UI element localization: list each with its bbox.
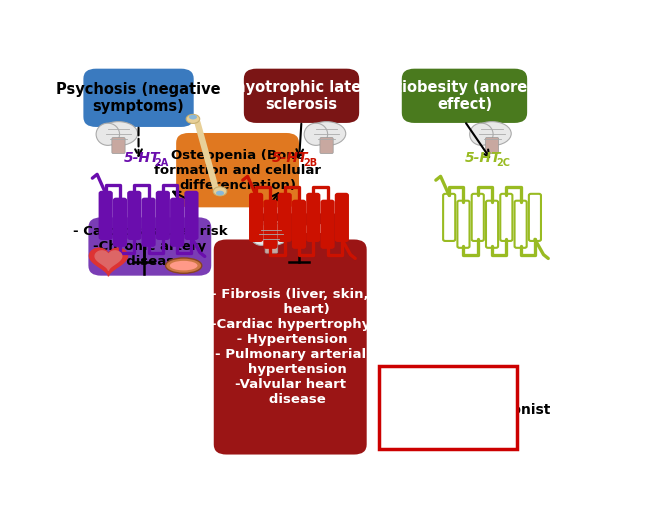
Text: Amyotrophic lateral
sclerosis: Amyotrophic lateral sclerosis [219, 79, 384, 112]
Ellipse shape [96, 123, 120, 145]
FancyBboxPatch shape [176, 133, 299, 207]
Text: Antiobesity (anorectic
effect): Antiobesity (anorectic effect) [373, 79, 556, 112]
FancyBboxPatch shape [265, 238, 278, 253]
Text: Migraine: Migraine [261, 221, 334, 236]
Text: Psychosis (negative
symptoms): Psychosis (negative symptoms) [56, 81, 221, 114]
FancyBboxPatch shape [114, 199, 126, 246]
FancyBboxPatch shape [171, 199, 183, 246]
FancyBboxPatch shape [265, 200, 276, 248]
Text: 2B: 2B [303, 158, 317, 169]
Text: 2C: 2C [496, 158, 510, 169]
FancyBboxPatch shape [402, 69, 527, 123]
FancyBboxPatch shape [244, 69, 359, 123]
Text: Osteopenia (Bone
formation and cellular
differenciation): Osteopenia (Bone formation and cellular … [154, 149, 321, 192]
FancyBboxPatch shape [112, 137, 125, 153]
Ellipse shape [170, 261, 197, 270]
FancyBboxPatch shape [322, 200, 334, 248]
Polygon shape [95, 251, 122, 270]
Polygon shape [89, 248, 127, 276]
FancyBboxPatch shape [157, 192, 169, 239]
FancyBboxPatch shape [379, 366, 517, 448]
Text: Antagonist: Antagonist [430, 428, 515, 442]
Ellipse shape [99, 122, 138, 146]
Ellipse shape [186, 114, 200, 123]
Ellipse shape [166, 258, 202, 274]
FancyBboxPatch shape [307, 194, 320, 241]
FancyBboxPatch shape [89, 217, 211, 276]
Ellipse shape [470, 123, 493, 145]
Ellipse shape [304, 123, 327, 145]
FancyBboxPatch shape [250, 194, 262, 241]
Ellipse shape [189, 115, 197, 120]
FancyBboxPatch shape [100, 192, 112, 239]
FancyBboxPatch shape [320, 137, 333, 153]
FancyBboxPatch shape [83, 69, 193, 127]
FancyBboxPatch shape [186, 192, 197, 239]
Ellipse shape [473, 122, 511, 146]
Ellipse shape [250, 224, 272, 245]
Text: 5-HT: 5-HT [124, 151, 160, 165]
FancyBboxPatch shape [485, 137, 499, 153]
FancyBboxPatch shape [251, 213, 344, 243]
Ellipse shape [254, 223, 289, 245]
Text: - Cardiovascular risk
-Chronic artery
  disease: - Cardiovascular risk -Chronic artery di… [72, 225, 227, 268]
FancyBboxPatch shape [214, 240, 367, 455]
Text: Agonist: Agonist [430, 381, 489, 395]
Text: 5-HT: 5-HT [465, 151, 501, 165]
FancyBboxPatch shape [293, 200, 305, 248]
Ellipse shape [216, 191, 224, 195]
Text: 5-HT: 5-HT [272, 151, 308, 165]
Text: - Fibrosis (liver, skin,
       heart)
-Cardiac hypertrophy
 - Hypertension
- Pu: - Fibrosis (liver, skin, heart) -Cardiac… [210, 288, 370, 406]
FancyBboxPatch shape [336, 194, 348, 241]
FancyBboxPatch shape [128, 192, 140, 239]
Ellipse shape [214, 187, 227, 196]
FancyBboxPatch shape [279, 194, 291, 241]
Text: Inverse agonist: Inverse agonist [430, 404, 551, 417]
Ellipse shape [307, 122, 345, 146]
Text: 2A: 2A [155, 158, 169, 169]
FancyBboxPatch shape [142, 199, 155, 246]
